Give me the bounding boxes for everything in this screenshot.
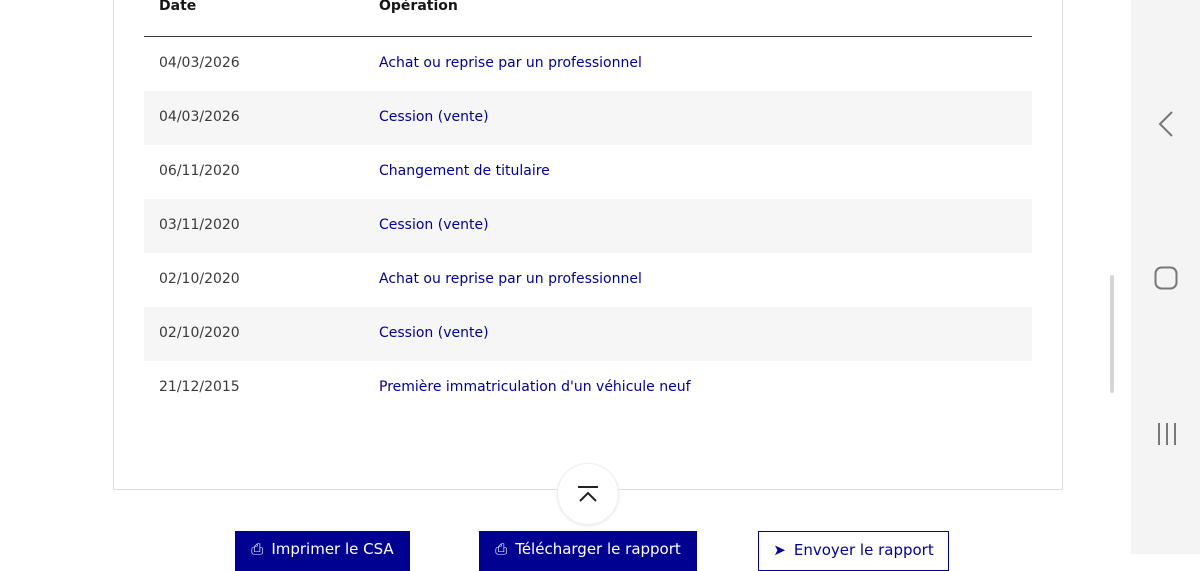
row-operation: Cession (vente) — [379, 325, 489, 341]
row-date: 04/03/2026 — [159, 55, 240, 71]
download-report-button[interactable]: ⎙ Télécharger le rapport — [479, 531, 697, 571]
row-operation: Cession (vente) — [379, 217, 489, 233]
row-operation: Cession (vente) — [379, 109, 489, 125]
print-csa-button[interactable]: ⎙ Imprimer le CSA — [235, 531, 410, 571]
send-icon: ➤ — [773, 541, 786, 559]
row-operation: Achat ou reprise par un professionnel — [379, 55, 642, 71]
row-date: 03/11/2020 — [159, 217, 240, 233]
row-date: 02/10/2020 — [159, 271, 240, 287]
table-row: 04/03/2026 Cession (vente) — [144, 91, 1032, 145]
row-date: 04/03/2026 — [159, 109, 240, 125]
send-label: Envoyer le rapport — [793, 541, 934, 559]
back-to-top-button[interactable] — [557, 463, 619, 525]
header-date: Date — [159, 0, 197, 14]
back-icon[interactable] — [1157, 110, 1175, 138]
operations-table: Date Opération 04/03/2026 Achat ou repris… — [144, 0, 1032, 415]
scrollbar[interactable] — [1110, 275, 1114, 393]
table-row: 03/11/2020 Cession (vente) — [144, 199, 1032, 253]
print-label: Imprimer le CSA — [271, 540, 394, 558]
table-row: 06/11/2020 Changement de titulaire — [144, 145, 1032, 199]
printer-icon: ⎙ — [495, 540, 508, 558]
table-header: Date Opération — [144, 0, 1032, 37]
table-row: 04/03/2026 Achat ou reprise par un profes… — [144, 37, 1032, 91]
android-nav-bar — [1131, 0, 1200, 554]
row-date: 21/12/2015 — [159, 379, 240, 395]
row-operation: Première immatriculation d'un véhicule n… — [379, 379, 691, 395]
send-report-button[interactable]: ➤ Envoyer le rapport — [758, 531, 949, 571]
row-operation: Changement de titulaire — [379, 163, 550, 179]
table-row: 02/10/2020 Cession (vente) — [144, 307, 1032, 361]
table-row: 21/12/2015 Première immatriculation d'un … — [144, 361, 1032, 415]
header-operation: Opération — [379, 0, 458, 14]
printer-icon: ⎙ — [251, 540, 264, 558]
row-date: 06/11/2020 — [159, 163, 240, 179]
table-row: 02/10/2020 Achat ou reprise par un profes… — [144, 253, 1032, 307]
recents-icon[interactable] — [1156, 422, 1178, 446]
row-operation: Achat ou reprise par un professionnel — [379, 271, 642, 287]
home-icon[interactable] — [1154, 266, 1178, 290]
download-label: Télécharger le rapport — [515, 540, 681, 558]
row-date: 02/10/2020 — [159, 325, 240, 341]
arrow-up-to-top-icon — [578, 486, 598, 502]
